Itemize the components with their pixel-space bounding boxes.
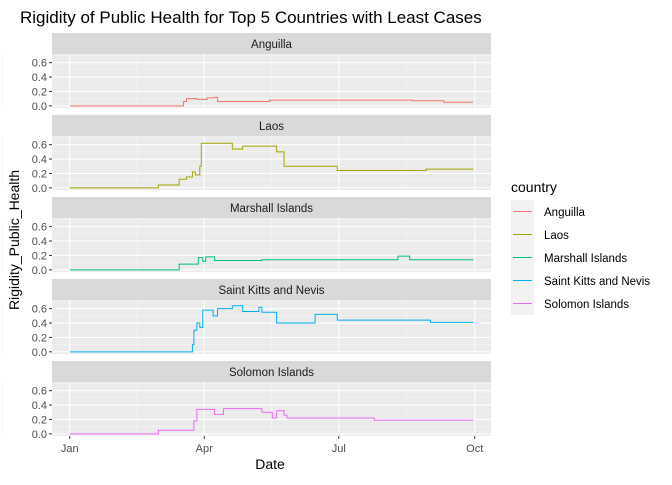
facet-strip-label: Laos [259,121,284,133]
y-tick-label: 0.0 [32,429,47,441]
legend-item-anguilla: Anguilla [511,200,586,223]
series-line-laos [69,142,474,189]
x-tick-label: Apr [196,443,213,455]
facet-panel-solomon-islands: Solomon Islands 0.0 0.2 0.4 0.6 [2,361,491,441]
x-tick-label: Jan [61,443,79,455]
x-tick-label: Jul [332,443,346,455]
legend-title: country [511,179,557,195]
x-axis: Jan Apr Jul Oct [61,436,483,455]
y-tick-label: 0.2 [32,86,47,98]
legend-items: Anguilla Laos Marshall Islands Saint Kitts … [511,200,650,315]
y-tick-label: 0.6 [32,304,47,316]
legend-item-solomon-islands: Solomon Islands [511,292,629,315]
facet-strip [52,197,491,218]
y-tick-label: 0.0 [32,101,47,113]
legend-label: Anguilla [544,207,586,219]
chart-title: Rigidity of Public Health for Top 5 Coun… [20,8,482,27]
y-tick-label: 0.2 [32,332,47,344]
series-line-saint-kitts-and-nevis [69,305,474,353]
y-tick-label: 0.4 [32,72,47,84]
facet-strip [52,361,491,382]
facet-panel-anguilla: Anguilla 0.0 0.2 0.4 0.6 [2,33,491,113]
series-line-marshall-islands [69,255,474,271]
facet-strip-label: Marshall Islands [230,203,313,215]
legend-item-marshall-islands: Marshall Islands [511,246,627,269]
y-tick-label: 0.4 [32,236,47,248]
legend-label: Marshall Islands [544,253,627,265]
series-line-solomon-islands [69,408,474,435]
y-tick-label: 0.0 [32,183,47,195]
facet-panel-marshall-islands: Marshall Islands 0.0 0.2 0.4 0.6 [2,197,491,277]
x-axis-label: Date [255,456,285,472]
legend-item-laos: Laos [511,223,569,246]
y-tick-label: 0.4 [32,318,47,330]
facet-strip [52,115,491,136]
facet-strip-label: Anguilla [251,39,293,51]
x-tick-label: Oct [466,443,483,455]
facet-strip [52,33,491,54]
facet-panel-saint-kitts-and-nevis: Saint Kitts and Nevis 0.0 0.2 0.4 0.6 [2,279,491,359]
y-tick-label: 0.2 [32,414,47,426]
y-tick-label: 0.6 [32,222,47,234]
y-tick-label: 0.0 [32,347,47,359]
facet-panel-laos: Laos 0.0 0.2 0.4 0.6 [2,115,491,195]
legend-item-saint-kitts-and-nevis: Saint Kitts and Nevis [511,269,650,292]
facet-panels: Anguilla0.00.20.40.6Laos0.00.20.40.6Mars… [2,33,491,441]
facet-strip [52,279,491,300]
y-tick-label: 0.2 [32,168,47,180]
y-tick-label: 0.6 [32,140,47,152]
facet-strip-label: Saint Kitts and Nevis [218,285,324,297]
legend-label: Laos [544,230,569,242]
legend: country Anguilla Laos Marshall Islands Sain… [511,179,650,315]
y-tick-label: 0.4 [32,400,47,412]
series-line-anguilla [69,96,474,107]
y-tick-label: 0.0 [32,265,47,277]
y-tick-label: 0.6 [32,386,47,398]
facet-strip-label: Solomon Islands [229,367,314,379]
legend-label: Saint Kitts and Nevis [544,276,650,288]
y-tick-label: 0.6 [32,58,47,70]
y-tick-label: 0.4 [32,154,47,166]
legend-label: Solomon Islands [544,299,629,311]
y-tick-label: 0.2 [32,250,47,262]
y-axis-label: Rigidity_Public_Health [6,170,22,310]
